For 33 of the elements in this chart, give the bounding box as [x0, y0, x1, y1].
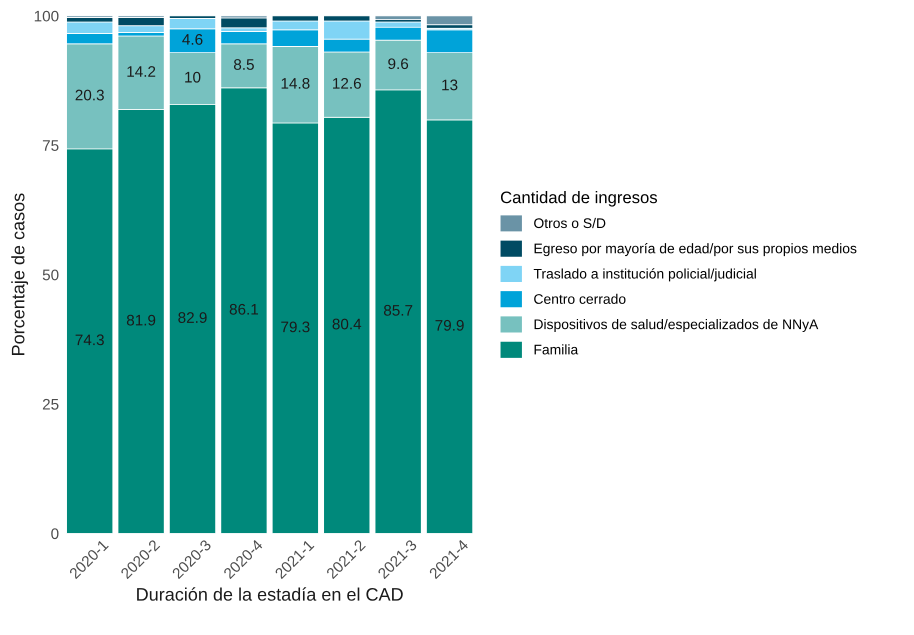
data-label: 8.5 [234, 59, 254, 70]
bar [426, 16, 474, 26]
legend-label: Otros o S/D [534, 218, 606, 228]
data-label: 85.7 [384, 304, 412, 316]
legend-label: Traslado a institución policial/judicial [534, 268, 756, 282]
data-label: 79.9 [435, 320, 464, 331]
legend-title: Cantidad de ingresos [500, 191, 658, 207]
data-label: 13 [442, 80, 458, 90]
y-tick-label: 100 [34, 10, 59, 22]
legend-label: Centro cerrado [534, 294, 626, 304]
data-label: 14.2 [127, 66, 156, 77]
y-tick-label: 25 [42, 398, 58, 410]
y-tick-label: 0 [51, 528, 59, 540]
y-axis-title: Porcentaje de casos [11, 193, 28, 355]
legend-label: Egreso por mayoría de edad/por sus propios medios [534, 243, 856, 256]
data-label: 79.3 [281, 321, 310, 332]
bar [374, 16, 422, 20]
legend-label: Familia [534, 344, 578, 354]
data-label: 12.6 [333, 78, 361, 89]
data-label: 74.3 [76, 334, 104, 346]
data-label: 81.9 [126, 314, 156, 326]
legend-label: Dispositivos de salud/especializados de NNyA [534, 319, 818, 332]
data-label: 20.3 [76, 90, 104, 100]
data-label: 80.4 [332, 318, 362, 330]
data-label: 14.8 [282, 78, 310, 89]
data-label: 4.6 [182, 34, 202, 45]
data-label: 86.1 [230, 304, 258, 315]
y-tick-label: 50 [42, 270, 59, 280]
data-label: 10 [185, 72, 200, 83]
y-tick-label: 75 [42, 140, 58, 151]
data-label: 9.6 [388, 58, 408, 70]
data-label: 82.9 [178, 312, 207, 323]
x-axis-title: Duración de la estadía en el CAD [137, 587, 403, 601]
